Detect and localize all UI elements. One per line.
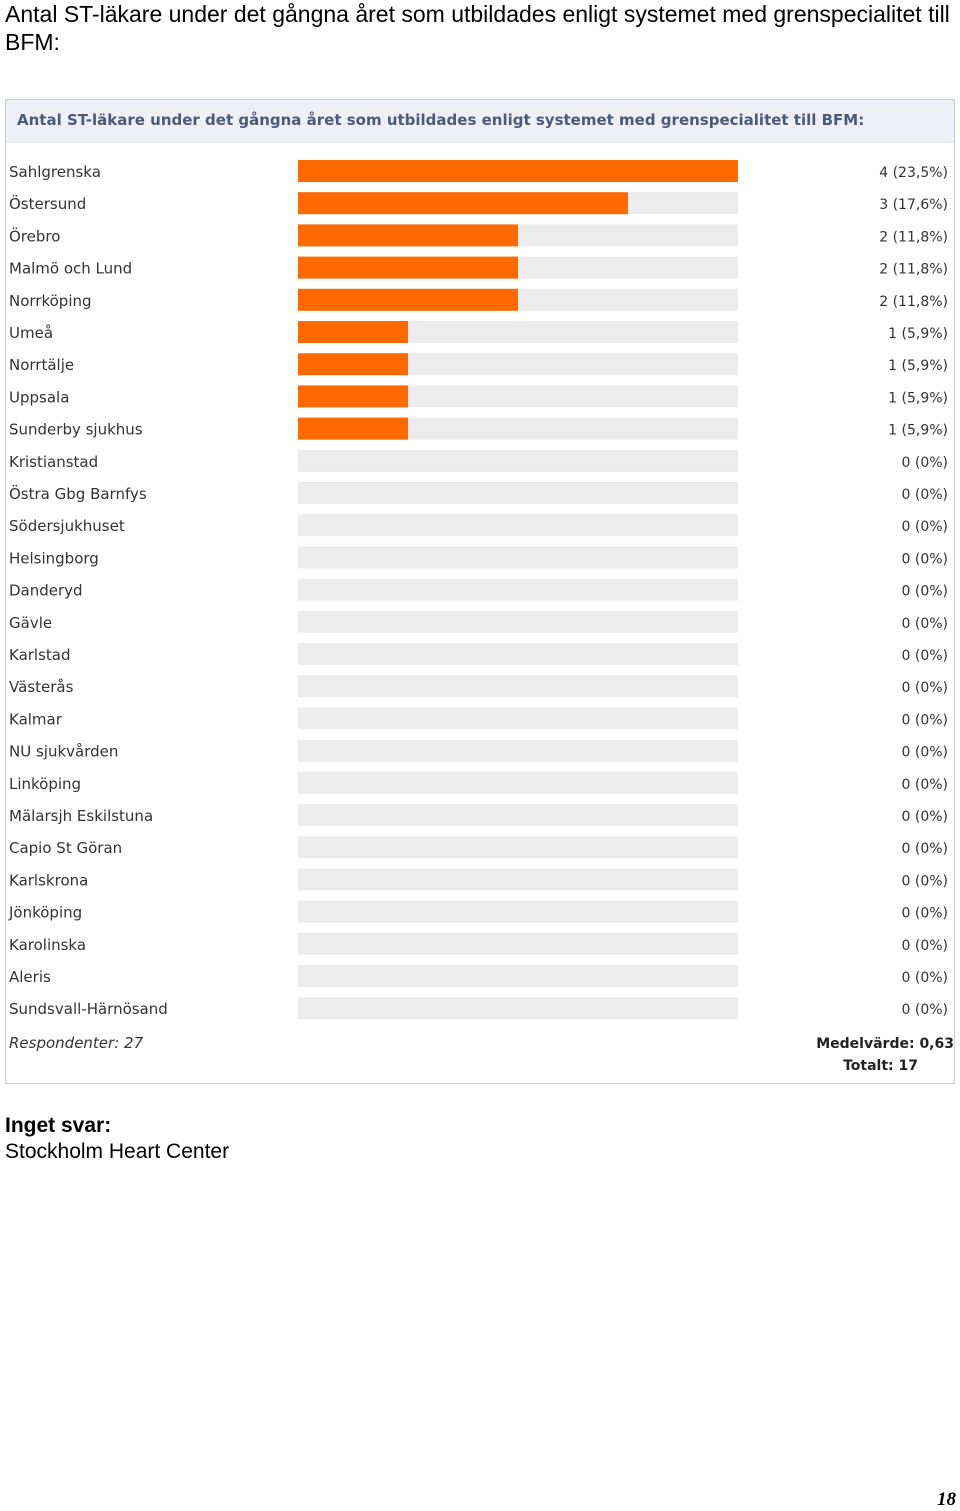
category-label: Södersjukhuset xyxy=(9,517,125,535)
category-label: Sahlgrenska xyxy=(9,163,101,181)
category-label: Karlstad xyxy=(9,646,71,664)
value-label: 0 (0%) xyxy=(902,648,949,664)
bar-track xyxy=(298,482,738,504)
bar-track xyxy=(298,997,738,1020)
bar-track xyxy=(298,771,738,794)
bar xyxy=(298,160,738,182)
value-label: 2 (11,8%) xyxy=(879,229,948,245)
no-answer-section: Inget svar: Stockholm Heart Center xyxy=(5,1113,229,1165)
category-label: Karlskrona xyxy=(9,871,88,889)
value-label: 1 (5,9%) xyxy=(888,326,948,342)
value-label: 1 (5,9%) xyxy=(888,423,948,439)
category-label: Kalmar xyxy=(9,710,63,728)
value-label: 0 (0%) xyxy=(902,487,949,503)
bar-track xyxy=(298,610,738,633)
value-label: 0 (0%) xyxy=(902,745,949,761)
bar xyxy=(298,321,408,343)
category-label: Sundsvall-Härnösand xyxy=(9,1000,168,1018)
category-label: Gävle xyxy=(9,614,52,632)
no-answer-heading: Inget svar: xyxy=(5,1114,112,1137)
category-label: Capio St Göran xyxy=(9,839,122,857)
value-label: 0 (0%) xyxy=(902,938,949,954)
bar-track xyxy=(298,675,738,698)
bar-track xyxy=(298,804,738,826)
bar-chart: Sahlgrenska 4 (23,5%) Östersund 3 (17,6%) Ör… xyxy=(8,160,954,1074)
category-label: Karolinska xyxy=(9,936,86,954)
value-label: 0 (0%) xyxy=(902,841,949,857)
bar-track xyxy=(298,868,738,891)
chart-header: Antal ST-läkare under det gångna året so… xyxy=(6,100,954,143)
respondents-label: Respondenter: 27 xyxy=(9,1034,144,1052)
category-label: NU sjukvården xyxy=(9,743,118,761)
bar-track xyxy=(298,514,738,537)
bar-track xyxy=(298,707,738,730)
value-label: 4 (23,5%) xyxy=(879,165,948,181)
category-label: Linköping xyxy=(9,775,81,793)
value-label: 0 (0%) xyxy=(902,1002,949,1018)
category-label: Kristianstad xyxy=(9,453,98,471)
bar xyxy=(298,256,518,279)
value-label: 1 (5,9%) xyxy=(888,390,948,406)
value-label: 3 (17,6%) xyxy=(879,197,948,213)
value-label: 0 (0%) xyxy=(902,970,949,986)
bar xyxy=(298,385,408,408)
value-label: 0 (0%) xyxy=(902,777,949,793)
category-label: Östra Gbg Barnfys xyxy=(9,484,147,503)
bar xyxy=(298,192,628,215)
chart-title: Antal ST-läkare under det gångna året so… xyxy=(17,111,865,129)
value-label: 0 (0%) xyxy=(902,873,949,889)
value-label: 0 (0%) xyxy=(902,455,949,471)
bar xyxy=(298,224,518,247)
bar-track xyxy=(298,836,738,859)
category-label: Umeå xyxy=(9,324,53,342)
value-label: 0 (0%) xyxy=(902,680,949,696)
bar-track xyxy=(298,643,738,665)
total-label: Totalt: 17 xyxy=(843,1058,918,1074)
value-label: 0 (0%) xyxy=(902,584,949,600)
bar-track xyxy=(298,900,738,923)
survey-chart-panel: Antal ST-läkare under det gångna året so… xyxy=(5,99,955,1084)
page-heading: Antal ST-läkare under det gångna året so… xyxy=(5,1,950,55)
page-number: 18 xyxy=(937,1489,956,1510)
bar xyxy=(298,353,408,376)
bar-track xyxy=(298,546,738,569)
category-label: Norrköping xyxy=(9,292,92,310)
bar-track xyxy=(298,578,738,601)
category-label: Jönköping xyxy=(8,904,82,922)
no-answer-text: Stockholm Heart Center xyxy=(5,1140,230,1163)
category-label: Örebro xyxy=(9,226,60,245)
bar xyxy=(298,288,518,311)
category-label: Aleris xyxy=(9,968,51,986)
category-label: Helsingborg xyxy=(9,549,99,567)
category-label: Sunderby sjukhus xyxy=(9,421,143,439)
bar-track xyxy=(298,932,738,955)
value-label: 2 (11,8%) xyxy=(879,262,948,278)
category-label: Malmö och Lund xyxy=(9,260,132,278)
category-label: Mälarsjh Eskilstuna xyxy=(9,807,153,825)
bar-track xyxy=(298,739,738,762)
category-label: Uppsala xyxy=(9,388,69,406)
bar-track xyxy=(298,449,738,472)
category-label: Danderyd xyxy=(9,582,83,600)
value-label: 0 (0%) xyxy=(902,519,949,535)
bar-track xyxy=(298,965,738,987)
value-label: 0 (0%) xyxy=(902,809,949,825)
bar xyxy=(298,417,408,440)
mean-label: Medelvärde: 0,63 xyxy=(816,1036,954,1052)
category-label: Västerås xyxy=(9,678,74,696)
value-label: 0 (0%) xyxy=(902,551,949,567)
value-label: 0 (0%) xyxy=(902,712,949,728)
value-label: 2 (11,8%) xyxy=(879,294,948,310)
category-label: Östersund xyxy=(9,194,86,213)
value-label: 0 (0%) xyxy=(902,906,949,922)
category-label: Norrtälje xyxy=(9,356,74,374)
value-label: 0 (0%) xyxy=(902,616,949,632)
value-label: 1 (5,9%) xyxy=(888,358,948,374)
